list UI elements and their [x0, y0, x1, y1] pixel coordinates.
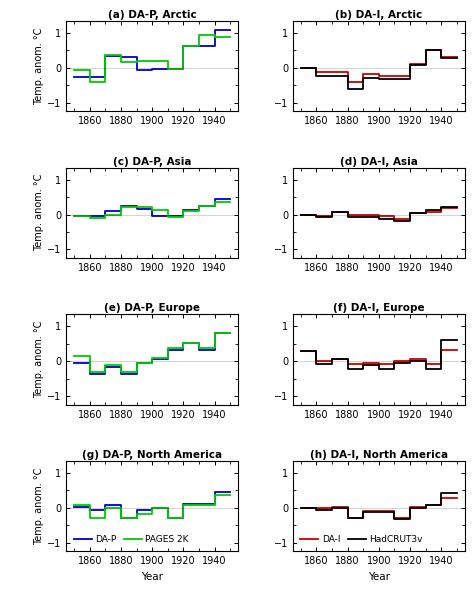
Title: (f) DA-I, Europe: (f) DA-I, Europe: [333, 303, 425, 313]
Y-axis label: Temp. anom. °C: Temp. anom. °C: [35, 174, 45, 252]
Title: (c) DA-P, Asia: (c) DA-P, Asia: [113, 157, 191, 167]
X-axis label: Year: Year: [141, 572, 163, 582]
Title: (d) DA-I, Asia: (d) DA-I, Asia: [340, 157, 418, 167]
Title: (e) DA-P, Europe: (e) DA-P, Europe: [104, 303, 200, 313]
X-axis label: Year: Year: [368, 572, 390, 582]
Title: (b) DA-I, Arctic: (b) DA-I, Arctic: [335, 10, 422, 20]
Title: (a) DA-P, Arctic: (a) DA-P, Arctic: [108, 10, 197, 20]
Y-axis label: Temp. anom. °C: Temp. anom. °C: [35, 321, 45, 398]
Title: (g) DA-P, North America: (g) DA-P, North America: [82, 450, 222, 460]
Title: (h) DA-I, North America: (h) DA-I, North America: [310, 450, 448, 460]
Legend: DA-P, PAGES 2K: DA-P, PAGES 2K: [71, 532, 191, 547]
Y-axis label: Temp. anom. °C: Temp. anom. °C: [35, 467, 45, 545]
Y-axis label: Temp. anom. °C: Temp. anom. °C: [35, 27, 45, 105]
Legend: DA-I, HadCRUT3v: DA-I, HadCRUT3v: [297, 532, 425, 547]
